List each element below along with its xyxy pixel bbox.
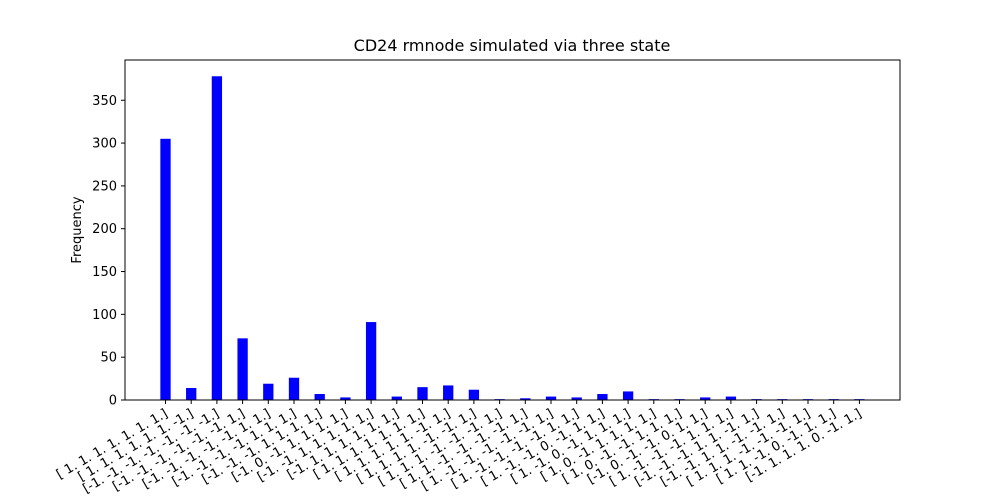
plot-frame xyxy=(124,59,901,401)
bar xyxy=(340,397,351,400)
bar xyxy=(597,394,608,400)
bar xyxy=(288,377,300,400)
y-tick-label: 150 xyxy=(92,265,117,280)
y-tick-label: 250 xyxy=(92,179,117,194)
y-tick-label: 50 xyxy=(100,351,117,366)
bar xyxy=(520,398,531,400)
bar xyxy=(622,391,634,400)
y-tick-label: 300 xyxy=(92,137,117,152)
bar xyxy=(545,396,557,400)
bar xyxy=(468,389,480,400)
bar xyxy=(443,385,454,400)
y-tick-label: 100 xyxy=(92,308,117,323)
bar xyxy=(237,338,248,400)
bar xyxy=(211,76,223,401)
bars-layer xyxy=(160,76,865,401)
bar xyxy=(314,394,325,400)
bar xyxy=(160,138,171,400)
bar xyxy=(725,396,737,400)
bar xyxy=(700,397,711,400)
y-axis-label: Frequency xyxy=(70,196,85,263)
chart-title: CD24 rmnode simulated via three state xyxy=(354,36,671,55)
y-tick-label: 200 xyxy=(92,222,117,237)
bar xyxy=(391,396,402,400)
bar xyxy=(186,388,197,400)
bar xyxy=(417,387,428,400)
bar xyxy=(365,322,377,400)
y-tick-label: 350 xyxy=(92,94,117,109)
bar xyxy=(571,397,582,400)
bar xyxy=(263,383,274,400)
y-tick-label: 0 xyxy=(109,394,117,409)
